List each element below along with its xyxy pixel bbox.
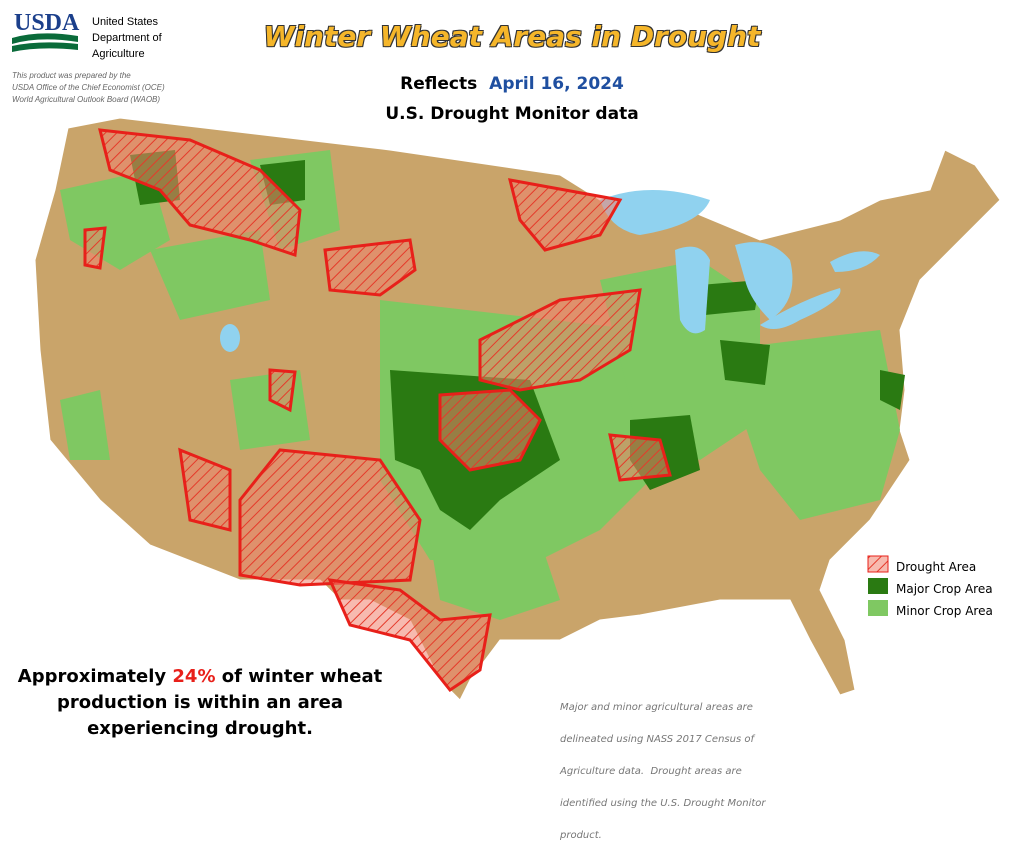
usda-logo [12, 33, 78, 52]
footnote-line: Major and minor agricultural areas are [560, 702, 753, 713]
reflects: Reflects April 16, 2024 [0, 74, 1024, 94]
logo-text: USDA [14, 10, 80, 36]
summary: Approximately 24% of winter wheat produc… [10, 664, 390, 742]
credit-line: World Agricultural Outlook Board (WAOB) [12, 95, 161, 104]
map [12, 33, 1001, 701]
summary-line: experiencing drought. [87, 718, 313, 739]
summary-line: production is within an area [57, 692, 343, 713]
agency-line: Department of [92, 32, 162, 44]
legend-swatch-drought [867, 555, 889, 573]
credit-line: USDA Office of the Chief Economist (OCE) [12, 83, 165, 92]
legend: Drought Area Major Crop Area Minor Crop … [896, 556, 993, 622]
agency-line: United States [92, 16, 159, 28]
credit-line: This product was prepared by the [12, 71, 131, 80]
lakes [220, 190, 880, 352]
summary-line: Approximately 24% of winter wheat [10, 664, 390, 690]
legend-label: Minor Crop Area [896, 604, 993, 618]
legend-swatch-major [868, 578, 888, 594]
reflects-label: Reflects [400, 74, 478, 94]
summary-text: of winter wheat [221, 666, 383, 687]
agency-name: United States Department of Agriculture [92, 14, 162, 62]
footnote-line: Agriculture data. Drought areas are [560, 766, 742, 777]
legend-label: Drought Area [896, 560, 977, 574]
drought-areas [83, 128, 672, 693]
title: Winter Wheat Areas in Drought [263, 20, 761, 53]
page: USDA United States Department of Agricul… [0, 10, 1024, 841]
source: U.S. Drought Monitor data [385, 104, 639, 124]
legend-swatch-minor [868, 600, 888, 616]
footnote: Major and minor agricultural areas are d… [560, 684, 766, 860]
credit: This product was prepared by the USDA Of… [12, 70, 165, 106]
footnote-line: identified using the U.S. Drought Monito… [560, 798, 766, 809]
legend-label: Major Crop Area [896, 582, 993, 596]
footnote-line: delineated using NASS 2017 Census of [560, 734, 754, 745]
footnote-line: product. [560, 830, 602, 841]
summary-percent: 24% [172, 666, 216, 687]
agency-line: Agriculture [92, 48, 145, 60]
date: April 16, 2024 [489, 74, 624, 94]
summary-lead: Approximately [17, 666, 167, 687]
